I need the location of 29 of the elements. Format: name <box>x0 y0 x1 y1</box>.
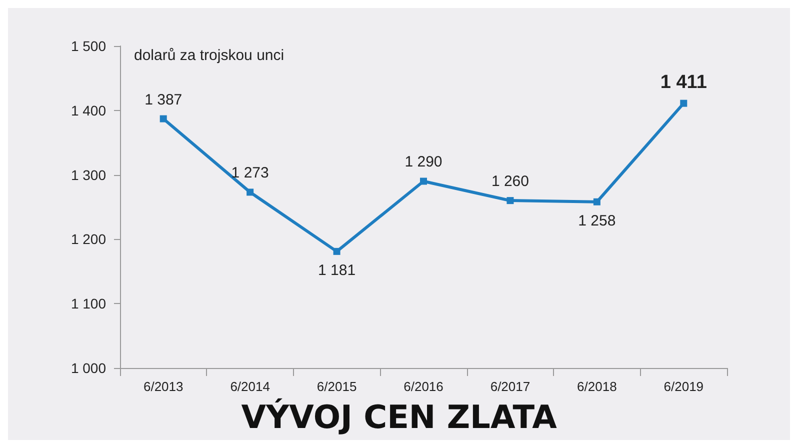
x-tick-label: 6/2014 <box>230 379 270 394</box>
data-label: 1 290 <box>404 154 442 171</box>
point <box>333 248 340 255</box>
data-label: 1 260 <box>491 173 529 190</box>
data-label: 1 181 <box>318 262 356 279</box>
data-label: 1 273 <box>231 164 269 182</box>
y-tick-label: 1 500 <box>70 38 106 54</box>
x-tick-label: 6/2017 <box>490 379 530 394</box>
data-label: 1 387 <box>144 91 182 108</box>
y-axis-title: dolarů za trojskou unci <box>134 47 284 64</box>
point <box>246 188 254 196</box>
x-tick-label: 6/2015 <box>316 379 357 394</box>
data-label: 1 411 <box>660 72 708 93</box>
y-tick-label: 1 000 <box>70 360 106 376</box>
x-tick-label: 6/2016 <box>404 379 444 394</box>
y-tick-label: 1 300 <box>70 166 106 183</box>
point <box>680 100 688 107</box>
x-tick-label: 6/2013 <box>143 379 184 394</box>
data-label: 1 258 <box>578 212 616 230</box>
point <box>420 178 427 185</box>
y-tick-label: 1 200 <box>70 231 106 248</box>
point <box>593 198 600 206</box>
text: VÝVOJ CEN ZLATA <box>241 398 558 436</box>
x-tick-label: 6/2018 <box>577 379 617 394</box>
x-tick-label: 6/2019 <box>664 379 704 394</box>
y-tick-label: 1 400 <box>70 102 106 118</box>
point <box>160 115 167 122</box>
point <box>506 197 514 204</box>
y-tick-label: 1 100 <box>70 296 106 312</box>
